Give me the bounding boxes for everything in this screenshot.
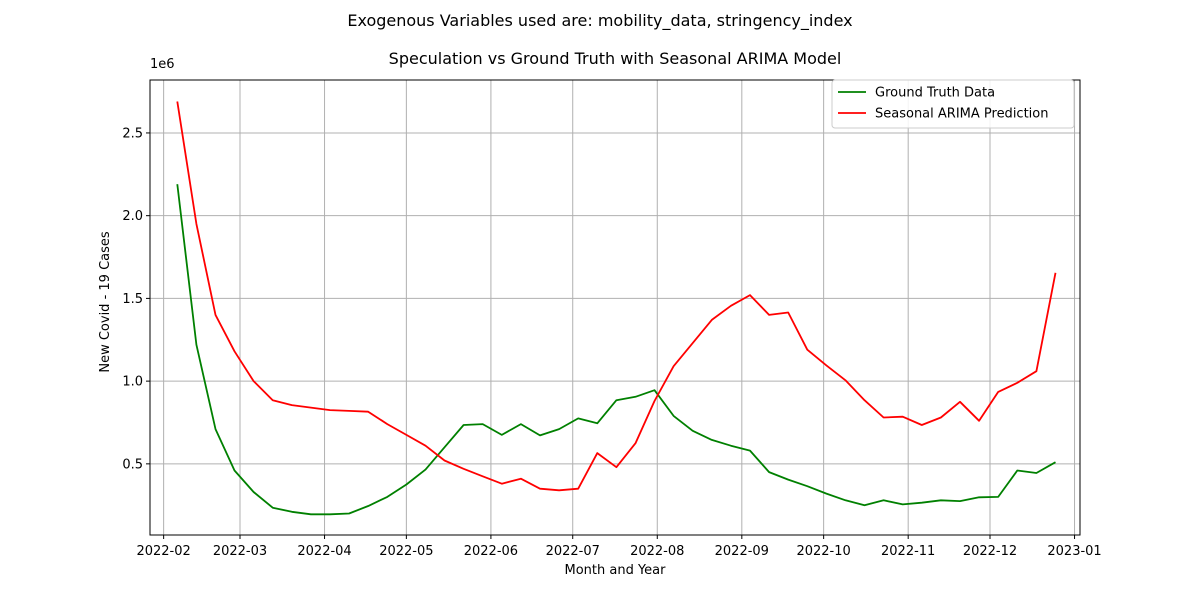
- y-tick-label: 2.0: [122, 209, 143, 224]
- x-tick-label: 2022-11: [881, 544, 935, 559]
- x-tick-label: 2022-06: [464, 544, 518, 559]
- plot-lines: [176, 101, 1057, 516]
- x-axis-ticks: 2022-02 2022-03 2022-04 2022-05 2022-06 2022-…: [136, 535, 1102, 559]
- chart-title: Speculation vs Ground Truth with Seasona…: [389, 49, 842, 68]
- legend-box: [831, 79, 1075, 129]
- x-tick-label: 2022-10: [796, 544, 850, 559]
- x-tick-label: 2022-09: [715, 544, 769, 559]
- x-tick-label: 2022-07: [546, 544, 600, 559]
- x-tick-label: 2022-12: [963, 544, 1017, 559]
- grid: [150, 80, 1080, 535]
- x-axis-label: Month and Year: [565, 563, 667, 578]
- y-axis-ticks: 0.5 1.0 1.5 2.0 2.5: [122, 126, 150, 472]
- series-line-0: [176, 184, 1056, 516]
- legend-entry-0: Ground Truth Data: [875, 86, 995, 101]
- y-tick-label: 1.5: [122, 292, 143, 307]
- legend: Ground Truth Data Seasonal ARIMA Predicti…: [831, 79, 1075, 129]
- figure-suptitle: Exogenous Variables used are: mobility_d…: [347, 11, 852, 31]
- y-tick-label: 2.5: [122, 126, 143, 141]
- x-tick-label: 2022-08: [630, 544, 684, 559]
- y-tick-label: 1.0: [122, 375, 143, 390]
- x-tick-label: 2022-02: [136, 544, 190, 559]
- plot-area-frame: [149, 79, 1081, 536]
- y-axis-offset-label: 1e6: [150, 57, 175, 72]
- legend-entry-1: Seasonal ARIMA Prediction: [875, 107, 1048, 122]
- x-tick-label: 2022-03: [213, 544, 267, 559]
- x-tick-label: 2023-01: [1047, 544, 1101, 559]
- y-tick-label: 0.5: [122, 457, 143, 472]
- series-line-1: [176, 101, 1057, 492]
- x-tick-label: 2022-05: [379, 544, 433, 559]
- y-axis-label: New Covid - 19 Cases: [98, 231, 113, 373]
- x-tick-label: 2022-04: [297, 544, 351, 559]
